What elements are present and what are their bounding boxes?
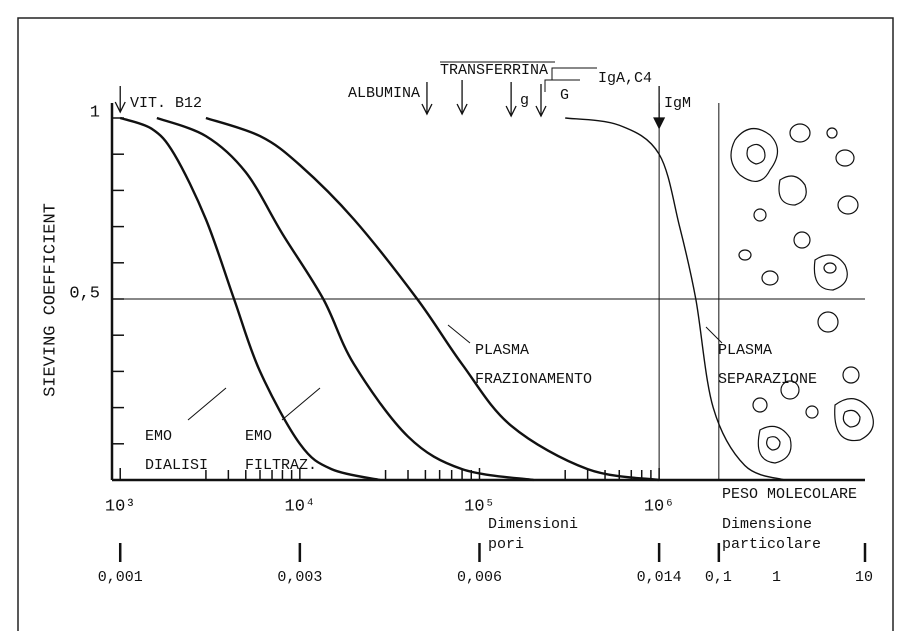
particles (731, 124, 873, 463)
scale-title: Dimensione (722, 516, 812, 533)
curve-label: PLASMA (475, 342, 529, 359)
curve-label: FRAZIONAMENTO (475, 371, 592, 388)
scale-title: pori (488, 536, 524, 553)
scale-label: 0,003 (277, 569, 322, 586)
arrow-head (654, 118, 664, 128)
scale-label: 1 (772, 569, 781, 586)
curve-label: FILTRAZ. (245, 457, 317, 474)
y-axis-title: SIEVING COEFFICIENT (41, 203, 60, 397)
leader-line (188, 388, 226, 420)
curve-label: DIALISI (145, 457, 208, 474)
chart: SIEVING COEFFICIENT PESO MOLECOLARE 0,5 1… (0, 0, 908, 631)
annotation-label: VIT. B12 (130, 95, 202, 112)
annotation-label: ALBUMINA (348, 85, 420, 102)
x-axis-title: PESO MOLECOLARE (722, 486, 857, 503)
scale-label: 0,014 (637, 569, 682, 586)
curve-label: PLASMA (718, 342, 772, 359)
scale-label: 0,1 (705, 569, 732, 586)
y-tick-label: 1 (90, 103, 100, 122)
y-tick-label: 0,5 (69, 284, 100, 303)
curve-label: EMO (145, 428, 172, 445)
annotation-label: IgA,C4 (598, 70, 652, 87)
curve-label: EMO (245, 428, 272, 445)
leader-line (282, 388, 320, 420)
annotation-label: G (560, 87, 569, 104)
annotation-label: IgM (664, 95, 691, 112)
x-tick-label: 10⁶ (644, 497, 675, 516)
scale-label: 0,006 (457, 569, 502, 586)
annotation-label: TRANSFERRINA (440, 62, 548, 79)
scale-title: particolare (722, 536, 821, 553)
x-tick-label: 10⁴ (285, 497, 316, 516)
annotation-label: g (520, 92, 529, 109)
curve-label: SEPARAZIONE (718, 371, 817, 388)
scale-title: Dimensioni (488, 516, 578, 533)
leader-line (706, 327, 722, 343)
leader-line (448, 325, 470, 343)
scale-label: 0,001 (98, 569, 143, 586)
scale-label: 10 (855, 569, 873, 586)
x-tick-label: 10³ (105, 497, 136, 516)
x-tick-label: 10⁵ (464, 497, 495, 516)
